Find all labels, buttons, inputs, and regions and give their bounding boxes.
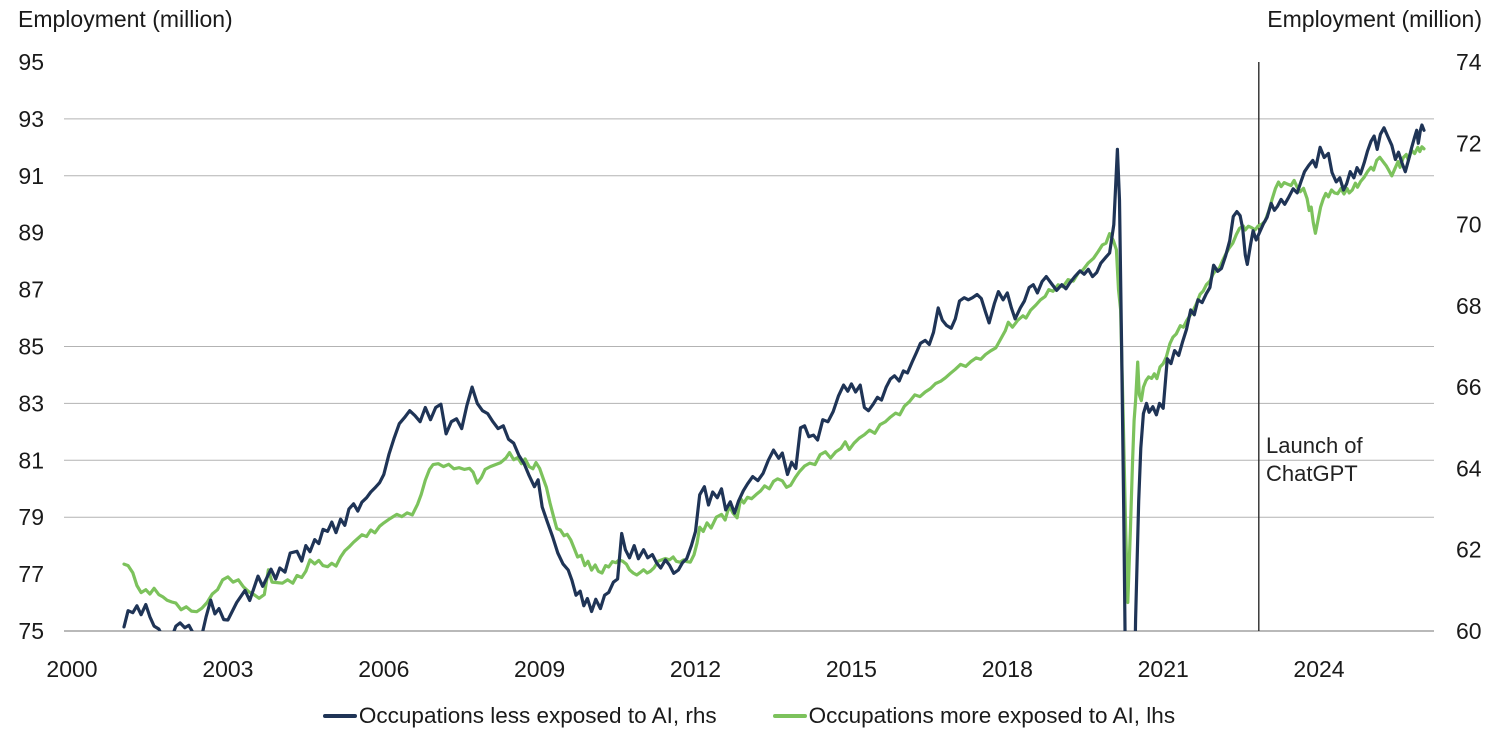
annotation-line-2: ChatGPT — [1266, 461, 1358, 486]
legend-swatch-navy — [322, 714, 357, 718]
legend-label-more-exposed: Occupations more exposed to AI, lhs — [808, 703, 1176, 728]
legend-swatch-green — [772, 714, 807, 718]
legend: Occupations less exposed to AI, rhs Occu… — [0, 703, 1498, 729]
series-line-less-exposed — [122, 123, 1426, 631]
right-axis-title: Employment (million) — [1267, 6, 1482, 32]
legend-label-less-exposed: Occupations less exposed to AI, rhs — [358, 703, 717, 728]
left-axis-tick-label: 93 — [18, 106, 44, 132]
right-axis-tick-label: 66 — [1456, 374, 1482, 400]
right-axis-tick-label: 60 — [1456, 618, 1482, 644]
left-axis-title: Employment (million) — [18, 6, 233, 32]
x-axis-tick-label: 2024 — [1293, 656, 1344, 682]
left-axis-tick-label: 95 — [18, 49, 44, 75]
plot-area: 95 93 91 89 87 85 83 81 79 77 75 74 72 70 68 66 64 62 60 20… — [18, 49, 1482, 682]
x-axis-tick-label: 2018 — [982, 656, 1033, 682]
left-axis-tick-label: 83 — [18, 390, 44, 416]
legend-item-more-exposed: Occupations more exposed to AI, lhs — [772, 703, 1176, 729]
left-axis-tick-label: 75 — [18, 618, 44, 644]
right-axis-tick-label: 74 — [1456, 49, 1482, 75]
x-axis-tick-label: 2009 — [514, 656, 565, 682]
chatgpt-launch-annotation: Launch of ChatGPT — [1266, 432, 1363, 488]
right-axis-tick-label: 68 — [1456, 293, 1482, 319]
left-axis-tick-label: 85 — [18, 334, 44, 360]
right-axis-tick-label: 72 — [1456, 130, 1482, 156]
x-axis-tick-label: 2012 — [670, 656, 721, 682]
x-axis-tick-label: 2003 — [202, 656, 253, 682]
left-axis-tick-label: 81 — [18, 447, 44, 473]
annotation-line-1: Launch of — [1266, 433, 1363, 458]
x-axis-tick-label: 2021 — [1138, 656, 1189, 682]
x-axis-tick-label: 2000 — [46, 656, 97, 682]
right-axis-tick-label: 62 — [1456, 537, 1482, 563]
right-axis-tick-label: 64 — [1456, 455, 1482, 481]
left-axis-tick-label: 91 — [18, 163, 44, 189]
left-axis-tick-label: 87 — [18, 277, 44, 303]
x-axis-tick-label: 2015 — [826, 656, 877, 682]
legend-item-less-exposed: Occupations less exposed to AI, rhs — [322, 703, 717, 729]
left-axis-tick-label: 79 — [18, 504, 44, 530]
x-axis-tick-label: 2006 — [358, 656, 409, 682]
left-axis-tick-label: 77 — [18, 561, 44, 587]
left-axis-tick-label: 89 — [18, 220, 44, 246]
right-axis-tick-label: 70 — [1456, 212, 1482, 238]
